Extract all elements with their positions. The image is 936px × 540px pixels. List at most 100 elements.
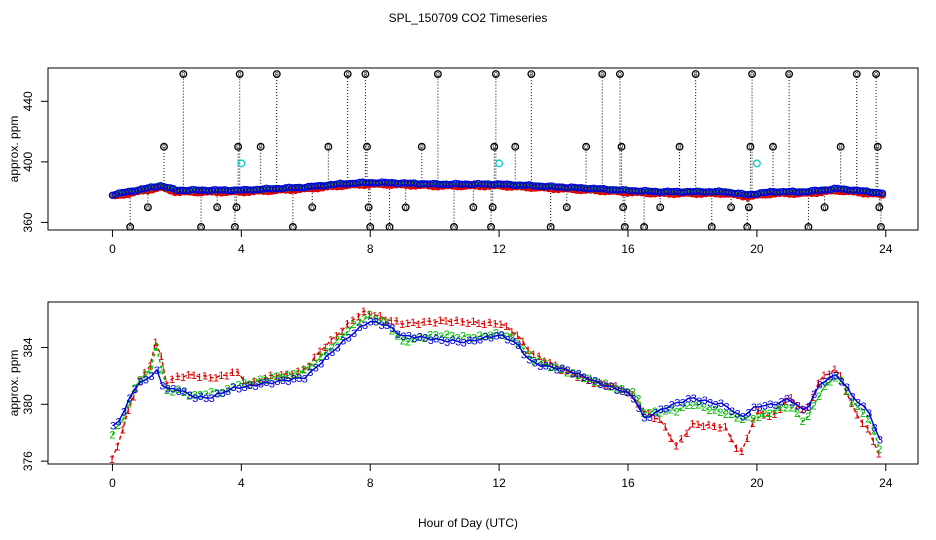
series-point-label-2: 2: [580, 373, 586, 385]
flag-marker-glyph: 0: [618, 72, 622, 79]
series-point-label-2: 2: [367, 310, 373, 322]
series-point-label-3: 3: [132, 384, 138, 396]
series-point-label-1: 1: [290, 370, 296, 382]
flag-marker: [873, 142, 882, 151]
series-point-label-3: 3: [351, 328, 357, 340]
alt-marker: [237, 159, 246, 168]
flag-marker-glyph: 0: [452, 224, 456, 231]
flag-marker-glyph: 0: [623, 224, 627, 231]
series-point-label-2: 2: [268, 373, 274, 385]
series-point-label-3: 3: [307, 367, 313, 379]
series-point-label-2: 2: [701, 402, 707, 414]
series-point-label-3: 3: [455, 337, 461, 349]
series-point-label-1: 1: [777, 404, 783, 416]
series-point-label-3: 3: [598, 379, 604, 391]
flag-marker: [126, 223, 135, 230]
flag-marker: [288, 223, 297, 230]
data-point-blue: [599, 184, 608, 193]
series-point-label-2: 2: [252, 377, 258, 389]
flag-marker-glyph: 0: [620, 144, 624, 151]
series-point-label-2: 2: [668, 405, 674, 417]
series-point-label-3: 3: [871, 422, 877, 434]
series-point-label-3: 3: [225, 386, 231, 398]
flag-marker-glyph: 0: [420, 144, 424, 151]
flag-marker: [364, 203, 373, 212]
series-point-label-2: 2: [674, 406, 680, 418]
series-point-label-3: 3: [428, 335, 434, 347]
series-point-label-2: 2: [608, 382, 614, 394]
series-point-label-1: 1: [755, 405, 761, 417]
flag-marker: [743, 223, 752, 230]
flag-marker: [769, 142, 777, 151]
flag-marker-glyph: 0: [215, 205, 219, 212]
series-point-label-3: 3: [647, 412, 653, 424]
series-line-3: [112, 320, 881, 440]
series-point-label-3: 3: [346, 333, 352, 345]
series-point-label-2: 2: [559, 364, 565, 376]
flag-marker-glyph: 0: [199, 224, 203, 231]
series-point-label-1: 1: [876, 449, 882, 461]
series-point-label-2: 2: [761, 408, 767, 420]
flag-marker-glyph: 0: [367, 205, 371, 212]
series-point-label-3: 3: [477, 335, 483, 347]
flag-marker: [804, 223, 813, 230]
series-point-label-2: 2: [115, 420, 121, 432]
series-point-label-1: 1: [426, 316, 432, 328]
series-point-label-2: 2: [416, 332, 422, 344]
series-point-label-3: 3: [658, 404, 664, 416]
series-point-label-1: 1: [344, 319, 350, 331]
flag-marker-glyph: 0: [530, 72, 534, 79]
series-point-label-1: 1: [459, 316, 465, 328]
top-plot-area: 0 0 0 0 0 0 0 0 0 0 0 0 0 0 0 0 0 0 0 0 0 0 0 0 0 0 0 0 0 0 0 0 0 0 0 0 0 0 0 0…: [108, 70, 887, 231]
series-point-label-1: 1: [202, 371, 208, 383]
flag-marker-glyph: 0: [365, 144, 369, 151]
flag-marker-glyph: 0: [621, 205, 625, 212]
series-point-label-2: 2: [312, 358, 318, 370]
series-point-label-2: 2: [652, 406, 658, 418]
series-point-label-2: 2: [591, 376, 597, 388]
data-point-blue: [878, 189, 887, 197]
flag-marker-glyph: 0: [146, 205, 150, 212]
series-point-label-2: 2: [339, 331, 345, 343]
series-point-label-1: 1: [695, 419, 701, 431]
flag-marker-glyph: 0: [878, 205, 882, 212]
series-point-label-2: 2: [460, 331, 466, 343]
series-point-label-1: 1: [229, 367, 235, 379]
flag-marker: [235, 70, 244, 79]
flag-marker-glyph: 0: [600, 72, 604, 79]
flag-marker: [232, 203, 241, 212]
data-point-green: [669, 189, 676, 196]
series-point-label-1: 1: [843, 386, 849, 398]
series-point-label-2: 2: [307, 361, 313, 373]
series-point-label-1: 1: [525, 345, 531, 357]
series-point-label-1: 1: [646, 409, 652, 421]
series-point-label-2: 2: [235, 380, 241, 392]
series-point-label-2: 2: [685, 400, 691, 412]
series-point-label-1: 1: [750, 418, 756, 430]
series-point-label-1: 1: [240, 375, 246, 387]
series-point-label-1: 1: [498, 319, 504, 331]
series-point-label-3: 3: [784, 394, 790, 406]
series-point-label-3: 3: [252, 381, 258, 393]
flag-marker: [836, 142, 845, 151]
series-point-label-1: 1: [224, 370, 230, 382]
series-point-label-1: 1: [421, 317, 427, 329]
flag-marker: [727, 203, 736, 212]
flag-marker: [385, 223, 394, 230]
series-point-label-1: 1: [481, 319, 487, 331]
series-point-label-3: 3: [702, 395, 708, 407]
series-point-label-3: 3: [176, 386, 182, 398]
flag-marker: [598, 70, 607, 79]
series-point-label-3: 3: [384, 320, 390, 332]
flag-marker: [872, 70, 881, 79]
data-point-blue: [859, 187, 867, 195]
data-point-blue: [577, 183, 585, 192]
series-point-label-3: 3: [729, 406, 735, 418]
series-point-label-3: 3: [329, 347, 335, 359]
series-point-label-3: 3: [630, 394, 636, 406]
series-point-label-3: 3: [504, 335, 510, 347]
data-point-blue: [256, 185, 264, 194]
series-point-label-3: 3: [877, 435, 883, 447]
series-point-label-3: 3: [603, 381, 609, 393]
flag-marker-glyph: 0: [128, 224, 132, 231]
